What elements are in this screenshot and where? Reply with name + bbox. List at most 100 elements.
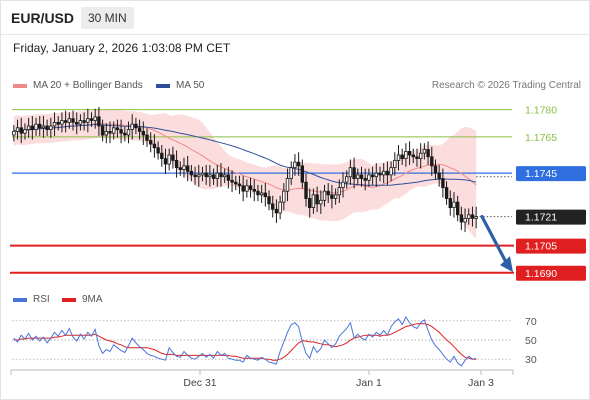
candle xyxy=(411,154,415,158)
candle xyxy=(23,129,27,134)
candle xyxy=(448,198,452,209)
candle xyxy=(115,127,120,131)
candle xyxy=(215,172,219,179)
candle xyxy=(160,152,164,159)
ma50-label: MA 50 xyxy=(176,80,205,91)
candle xyxy=(437,172,441,179)
candle xyxy=(474,216,478,219)
candle xyxy=(270,203,275,210)
candle xyxy=(34,123,38,130)
candle xyxy=(219,172,223,178)
candle xyxy=(404,150,408,159)
symbol-title: EUR/USD xyxy=(11,10,75,26)
candle xyxy=(396,154,401,161)
level-label-resistance: 1.1765 xyxy=(525,132,557,144)
candle xyxy=(455,201,460,216)
candle xyxy=(470,214,475,219)
candle xyxy=(134,123,138,129)
candle xyxy=(426,149,430,158)
research-credit: Research © 2026 Trading Central xyxy=(431,80,581,91)
candle xyxy=(282,190,286,203)
level-label-last: 1.1721 xyxy=(525,212,557,224)
candle xyxy=(41,125,46,129)
candle xyxy=(141,130,145,136)
candle xyxy=(167,154,171,165)
candle xyxy=(86,118,90,123)
level-label-resistance: 1.1780 xyxy=(525,105,557,117)
candle xyxy=(256,190,260,196)
candle xyxy=(385,170,390,176)
candle xyxy=(112,127,116,134)
ma9-label: 9MA xyxy=(82,294,103,305)
candle xyxy=(97,116,101,127)
candle xyxy=(389,167,393,176)
candle xyxy=(293,161,297,168)
candle xyxy=(185,165,190,172)
level-tag-support xyxy=(516,238,586,254)
candle xyxy=(93,116,97,121)
candle xyxy=(278,201,282,214)
rsi-label: RSI xyxy=(33,294,50,305)
candle xyxy=(333,194,338,199)
candle xyxy=(89,118,94,121)
interval-button[interactable]: 30 MIN xyxy=(81,7,134,29)
candle xyxy=(12,130,16,136)
candle xyxy=(352,167,356,179)
forecast-arrowhead xyxy=(500,256,513,273)
candle xyxy=(52,122,57,127)
candle xyxy=(381,170,386,176)
candle xyxy=(452,201,456,208)
candle xyxy=(315,194,319,205)
candle xyxy=(370,174,375,178)
candle xyxy=(322,190,327,201)
forecast-arrow xyxy=(480,214,508,264)
candle xyxy=(63,120,68,123)
level-tag-pivot xyxy=(516,166,586,182)
candle xyxy=(211,174,216,179)
candle xyxy=(330,194,334,199)
bollinger-band xyxy=(13,109,477,239)
candle xyxy=(374,172,378,178)
candle xyxy=(208,174,212,178)
candle xyxy=(230,179,234,183)
x-tick-label: Jan 3 xyxy=(468,377,494,389)
candle xyxy=(363,178,367,181)
candle xyxy=(359,174,364,179)
candle xyxy=(245,185,249,192)
candle xyxy=(15,127,20,132)
candle xyxy=(337,187,341,196)
candle xyxy=(248,185,253,190)
rsi-tick-label: 70 xyxy=(525,316,537,328)
candle xyxy=(200,172,205,176)
candle xyxy=(49,125,53,130)
candle xyxy=(38,123,42,129)
candle xyxy=(259,192,264,196)
rsi-tick-label: 50 xyxy=(525,335,537,347)
candle xyxy=(26,125,31,130)
chart-header: EUR/USD 30 MIN xyxy=(0,0,590,35)
candle xyxy=(367,174,371,181)
level-label-support: 1.1690 xyxy=(525,268,557,280)
candle xyxy=(189,170,194,176)
candle xyxy=(267,196,271,205)
candle xyxy=(171,154,175,161)
candle xyxy=(104,130,108,136)
candle xyxy=(137,127,142,132)
candle xyxy=(241,185,245,192)
candle xyxy=(45,125,49,130)
candle xyxy=(378,172,382,176)
x-tick-label: Jan 1 xyxy=(356,377,382,389)
ma50-line xyxy=(13,124,477,186)
legend-ma20: MA 20 + Bollinger Bands xyxy=(13,80,143,91)
candle xyxy=(123,132,127,136)
x-tick-label: Dec 31 xyxy=(183,377,216,389)
candle xyxy=(145,134,149,141)
candle xyxy=(75,122,79,125)
candle xyxy=(182,165,186,170)
candle xyxy=(433,165,438,174)
candle xyxy=(274,208,279,214)
candle xyxy=(326,190,330,196)
candle xyxy=(307,198,312,209)
candle xyxy=(263,192,267,197)
candle xyxy=(289,167,293,179)
